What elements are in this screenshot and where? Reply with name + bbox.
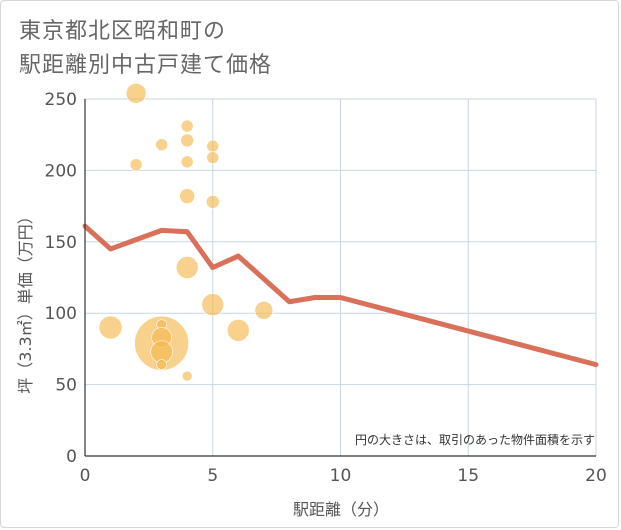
y-tick-label: 250	[45, 90, 77, 110]
x-tick-label: 5	[207, 466, 218, 486]
bubble-point	[155, 138, 168, 151]
x-tick-labels: 0 5 10 15 20	[80, 466, 607, 486]
bubble-point	[180, 119, 194, 133]
grid-lines	[85, 98, 597, 456]
bubble-layer	[98, 82, 274, 382]
x-tick-label: 20	[585, 466, 607, 486]
bubble-size-note: 円の大きさは、取引のあった物件面積を示す	[355, 432, 595, 447]
x-tick-label: 10	[330, 466, 352, 486]
bubble-point	[181, 370, 193, 382]
bubble-point	[180, 133, 194, 148]
x-axis-label: 駅距離（分）	[293, 500, 389, 519]
y-tick-label: 100	[45, 304, 77, 324]
trend-line	[82, 223, 599, 368]
chart-title-line1: 東京都北区昭和町の	[19, 19, 227, 44]
y-tick-labels: 0 50 100 150 200 250	[45, 90, 77, 467]
bubble-point	[206, 151, 220, 164]
bubble-point	[205, 195, 220, 209]
y-tick-label: 200	[45, 161, 77, 181]
axes	[84, 99, 596, 457]
bubble-point	[201, 293, 225, 316]
bubble-point	[254, 301, 274, 320]
y-tick-label: 0	[66, 447, 77, 467]
x-tick-label: 0	[80, 466, 91, 486]
bubble-point	[129, 158, 143, 171]
bubble-point	[125, 82, 147, 104]
bubble-point	[227, 319, 250, 342]
bubble-point	[156, 359, 167, 370]
chart-title: 東京都北区昭和町の 駅距離別中古戸建て価格	[19, 15, 272, 83]
bubble-point	[180, 155, 194, 169]
bubble-point	[206, 139, 220, 153]
bubble-point	[179, 188, 195, 204]
y-tick-label: 150	[45, 233, 77, 253]
y-axis-label: 坪（3.3㎡）単価（万円）	[16, 208, 35, 393]
bubble-point	[175, 256, 199, 279]
x-tick-label: 15	[457, 466, 479, 486]
chart-title-line2: 駅距離別中古戸建て価格	[19, 53, 273, 78]
bubble-point	[98, 315, 123, 340]
y-tick-label: 50	[55, 376, 77, 396]
